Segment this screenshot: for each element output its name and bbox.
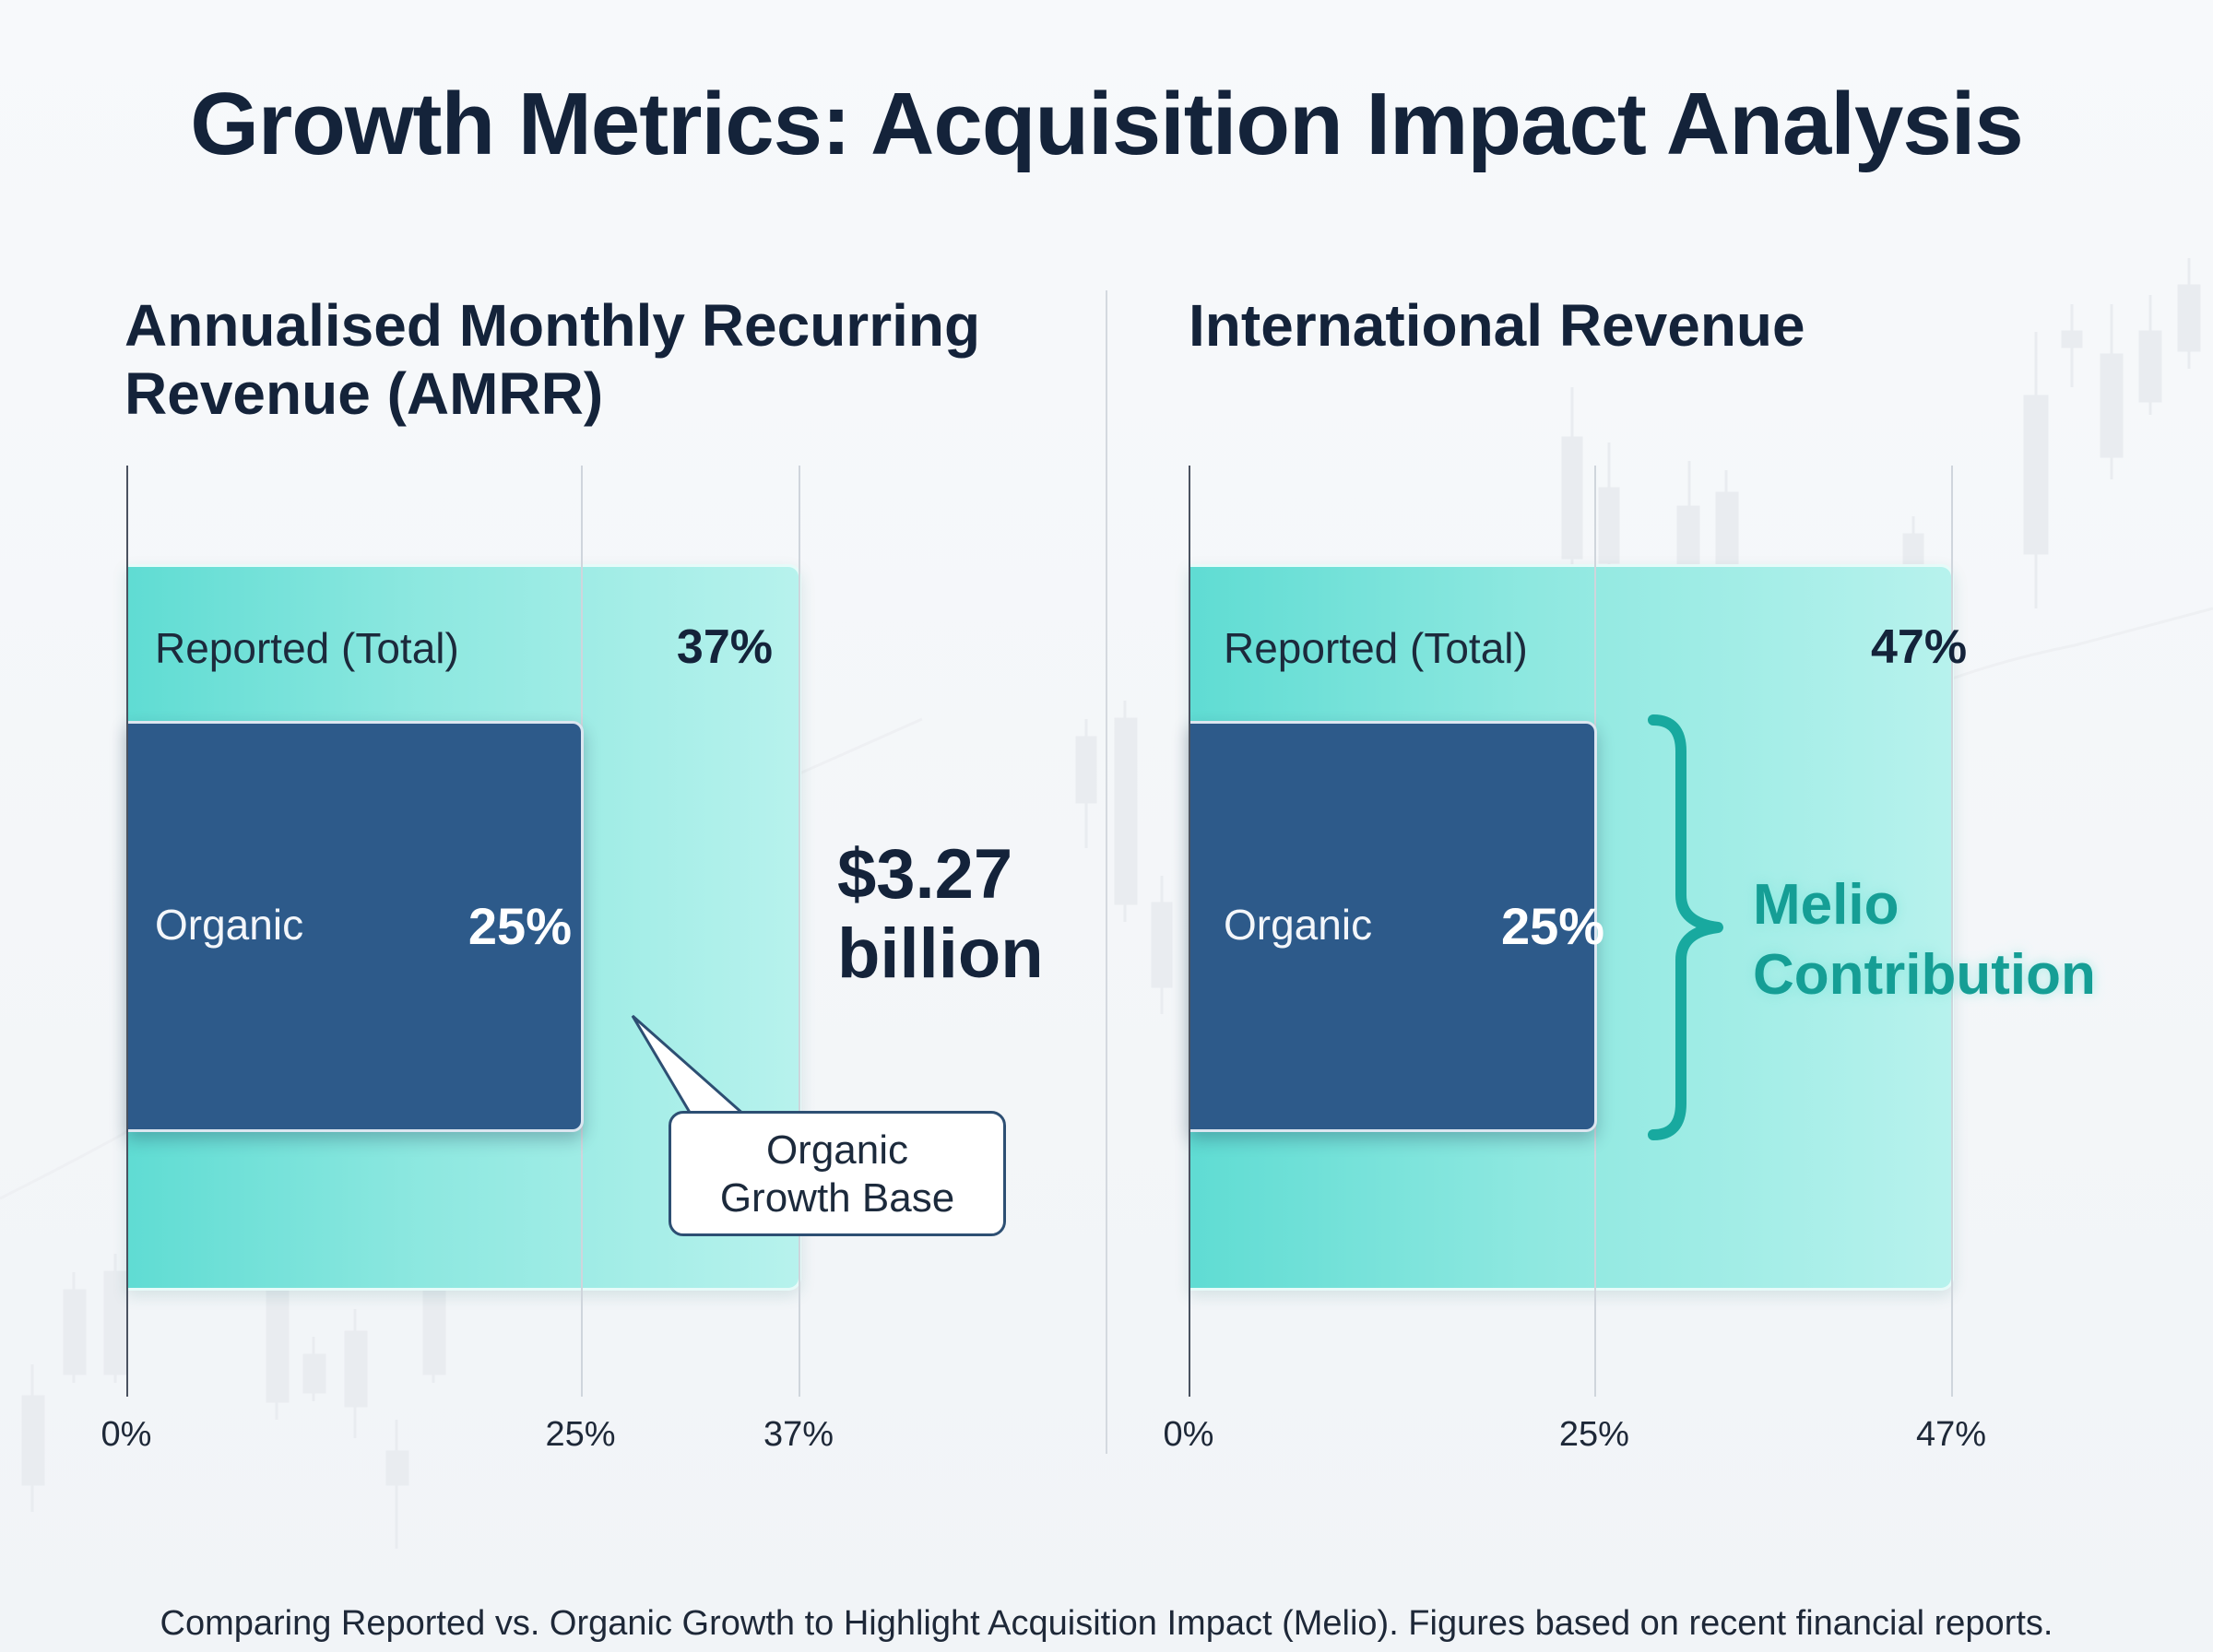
- melio-contribution-label: Melio Contribution: [1753, 870, 2096, 1010]
- melio-line-2: Contribution: [1753, 943, 2096, 1007]
- melio-line-1: Melio: [1753, 873, 1899, 937]
- international-revenue-chart-panel: International Revenue Reported (Total) 4…: [1106, 0, 2213, 1652]
- international-chart-title: International Revenue: [1189, 292, 1805, 359]
- intl-organic-label: Organic: [1224, 901, 1373, 949]
- panel-divider: [1106, 290, 1107, 1454]
- footnote: Comparing Reported vs. Organic Growth to…: [160, 1604, 2053, 1643]
- callout-line-2: Growth Base: [719, 1175, 955, 1221]
- callout-line-1: Organic: [765, 1127, 909, 1173]
- melio-contribution-bracket: [1648, 714, 1723, 1140]
- amrr-amount-line-1: $3.27: [837, 835, 1013, 914]
- intl-gridline-47: [1951, 466, 1953, 1397]
- page-title: Growth Metrics: Acquisition Impact Analy…: [190, 75, 2024, 173]
- amrr-reported-label: Reported (Total): [155, 624, 459, 672]
- amrr-amount-annotation: $3.27 billion: [837, 835, 1044, 994]
- amrr-reported-value: 37%: [676, 620, 773, 674]
- intl-tick-47: 47%: [1915, 1415, 1987, 1454]
- intl-organic-value: 25%: [1501, 897, 1605, 955]
- amrr-chart-panel: Annualised Monthly Recurring Revenue (AM…: [0, 0, 1106, 1652]
- callout-pointer: [631, 1014, 746, 1117]
- intl-tick-25: 25%: [1558, 1415, 1629, 1454]
- amrr-tick-0: 0%: [101, 1415, 152, 1454]
- organic-growth-base-callout: Organic Growth Base: [669, 1111, 1006, 1236]
- amrr-organic-value: 25%: [467, 897, 572, 955]
- amrr-title-line-1: Annualised Monthly Recurring: [124, 292, 981, 359]
- amrr-tick-25: 25%: [545, 1415, 616, 1454]
- amrr-y-axis: [126, 466, 128, 1397]
- amrr-amount-line-2: billion: [837, 914, 1044, 993]
- intl-tick-0: 0%: [1163, 1415, 1214, 1454]
- amrr-tick-37: 37%: [763, 1415, 834, 1454]
- intl-y-axis: [1189, 466, 1190, 1397]
- intl-reported-label: Reported (Total): [1224, 624, 1528, 672]
- intl-reported-value: 47%: [1871, 620, 1968, 674]
- amrr-title-line-2: Revenue (AMRR): [124, 360, 604, 427]
- amrr-organic-bar: [126, 721, 584, 1132]
- amrr-gridline-37: [799, 466, 800, 1397]
- amrr-organic-label: Organic: [155, 901, 304, 949]
- amrr-chart-title: Annualised Monthly Recurring Revenue (AM…: [124, 291, 1047, 428]
- intl-organic-bar: [1189, 721, 1597, 1132]
